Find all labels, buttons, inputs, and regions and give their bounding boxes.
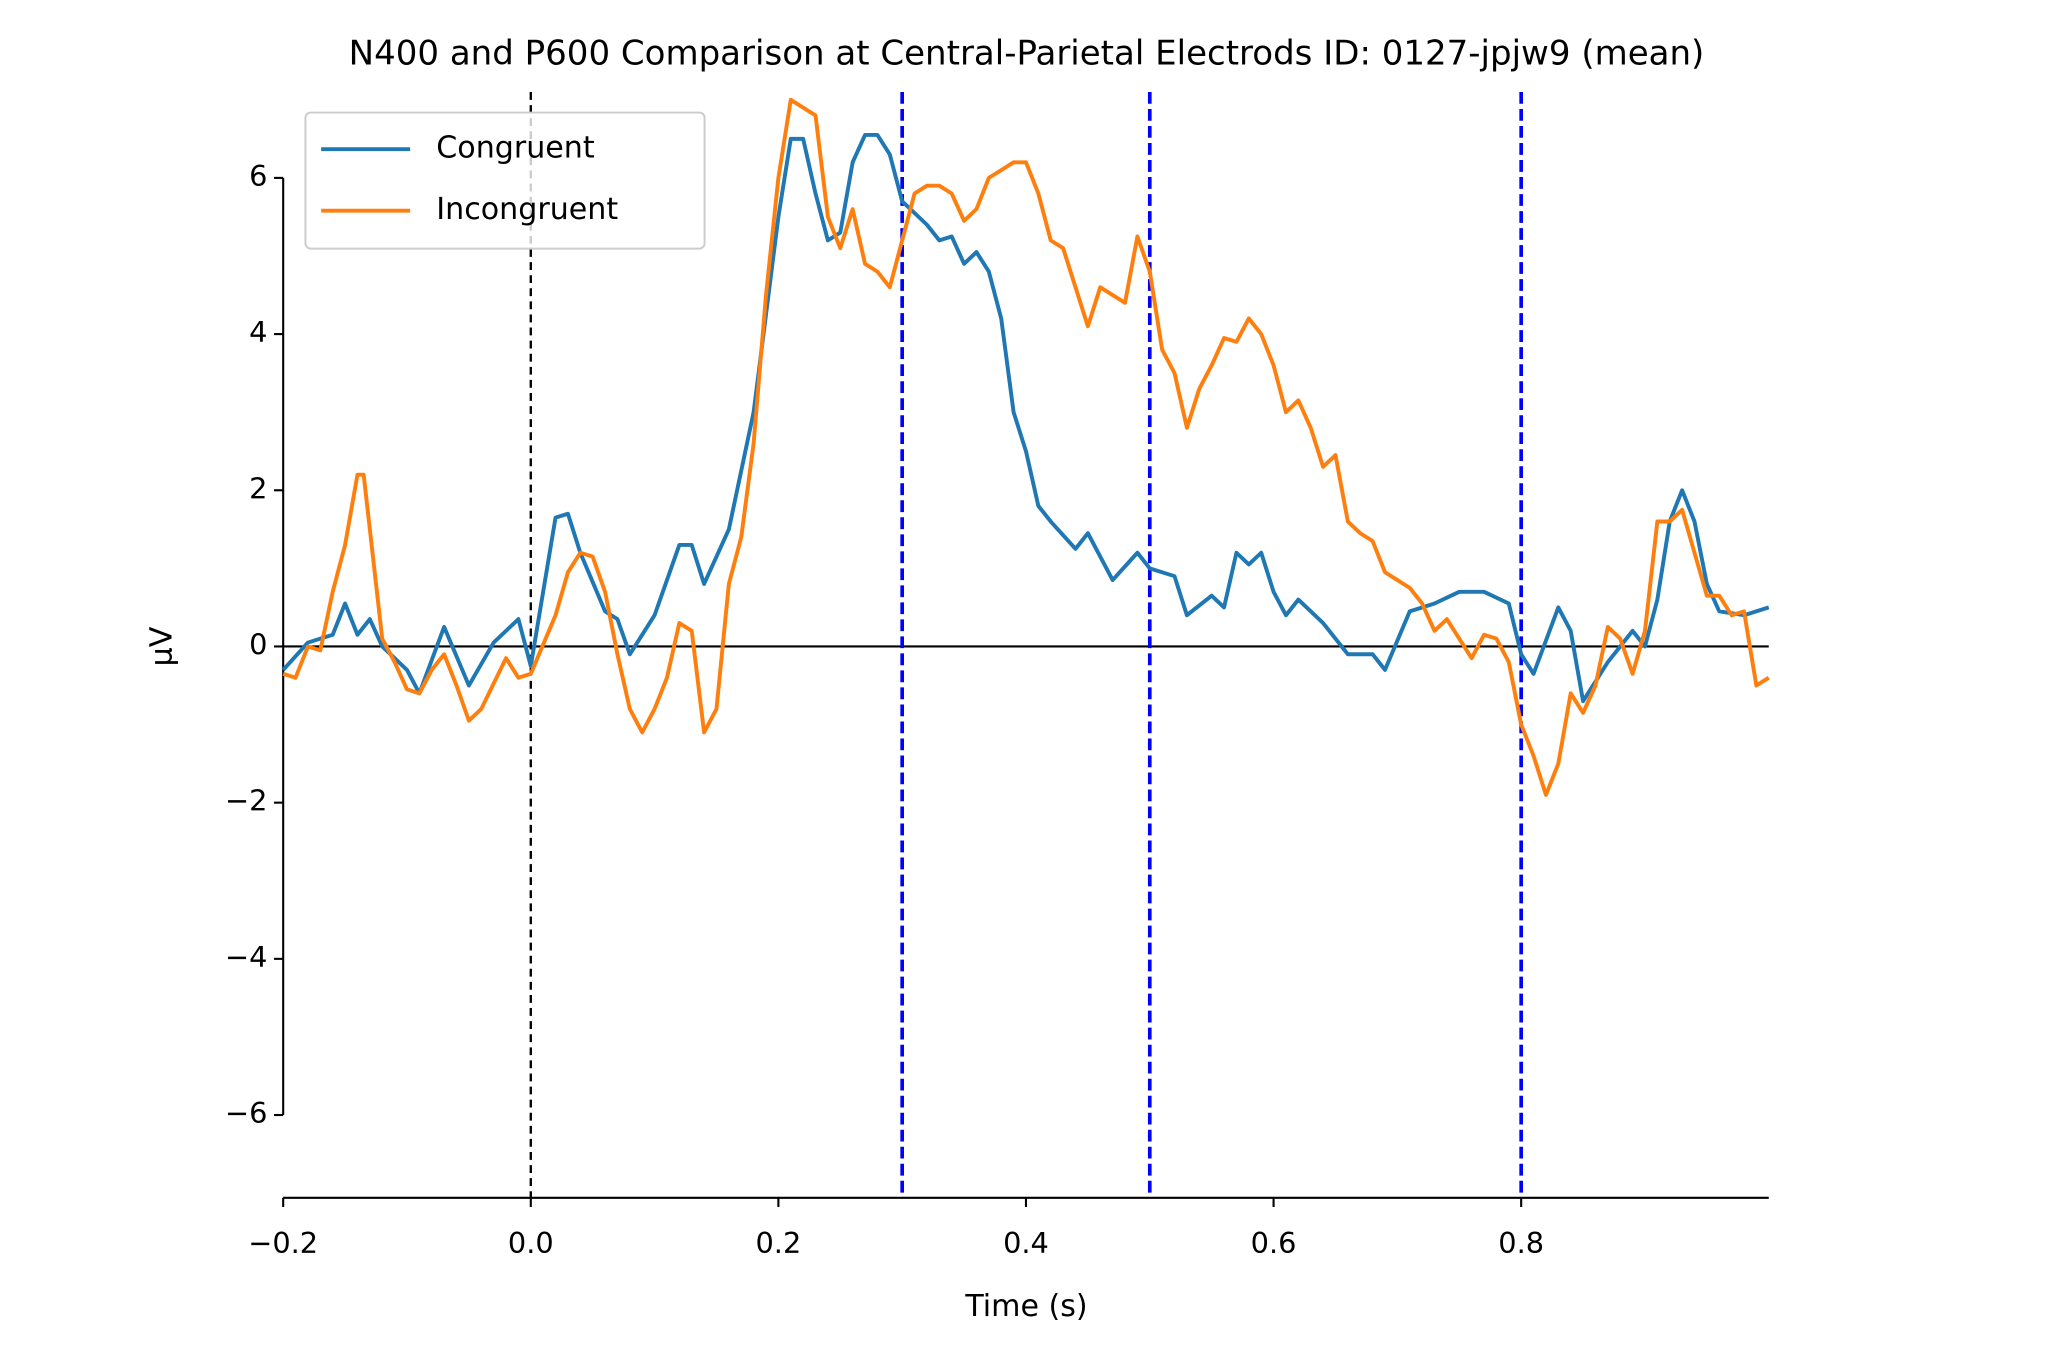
legend: Congruent Incongruent	[304, 111, 706, 250]
y-tick-label: 6	[249, 159, 267, 193]
legend-label: Congruent	[436, 131, 595, 166]
y-tick-label: −2	[225, 784, 267, 818]
chart-title: N400 and P600 Comparison at Central-Pari…	[349, 33, 1705, 73]
legend-frame	[304, 111, 706, 250]
x-tick-label: 0.4	[1003, 1226, 1049, 1260]
y-tick-label: −6	[225, 1096, 267, 1130]
series-line	[282, 97, 1770, 797]
x-tick-label: 0.2	[755, 1226, 801, 1260]
y-tick-label: 4	[249, 315, 267, 349]
x-axis-label: Time (s)	[964, 1289, 1087, 1324]
x-tick-label: −0.2	[248, 1226, 318, 1260]
x-tick-label: 0.8	[1498, 1226, 1544, 1260]
legend-label: Incongruent	[436, 192, 618, 227]
x-tick-label: 0.6	[1251, 1226, 1297, 1260]
y-tick-label: −4	[225, 940, 267, 974]
x-tick-label: 0.0	[508, 1226, 554, 1260]
y-tick-label: 2	[249, 471, 267, 505]
series-line	[281, 132, 1770, 704]
y-axis-label: μV	[144, 626, 179, 666]
y-tick-label: 0	[249, 627, 267, 661]
